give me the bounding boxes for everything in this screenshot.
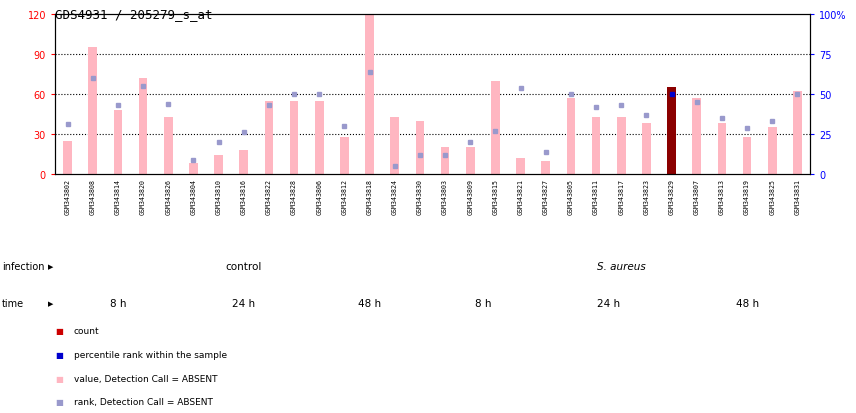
Text: ■: ■: [55, 327, 62, 336]
Text: GSM343819: GSM343819: [744, 178, 750, 214]
Bar: [63, 141, 72, 175]
Text: GSM343822: GSM343822: [266, 178, 272, 214]
Bar: [793, 92, 802, 175]
Text: 24 h: 24 h: [232, 298, 255, 308]
Bar: [366, 15, 374, 175]
Bar: [88, 48, 97, 175]
Bar: [114, 111, 122, 175]
Text: GDS4931 / 205279_s_at: GDS4931 / 205279_s_at: [55, 8, 212, 21]
Text: GSM343806: GSM343806: [316, 178, 322, 214]
Text: ▶: ▶: [48, 300, 53, 306]
Text: GSM343807: GSM343807: [693, 178, 699, 214]
Text: GSM343813: GSM343813: [719, 178, 725, 214]
Text: count: count: [74, 327, 99, 336]
Text: control: control: [226, 261, 262, 271]
Text: GSM343812: GSM343812: [342, 178, 348, 214]
Bar: [289, 102, 299, 175]
Bar: [189, 164, 198, 175]
Text: value, Detection Call = ABSENT: value, Detection Call = ABSENT: [74, 374, 217, 383]
Text: ■: ■: [55, 350, 62, 359]
Bar: [693, 99, 701, 175]
Text: ▶: ▶: [48, 263, 53, 269]
Text: GSM343821: GSM343821: [518, 178, 524, 214]
Text: GSM343803: GSM343803: [442, 178, 448, 214]
Bar: [139, 79, 147, 175]
Text: GSM343804: GSM343804: [190, 178, 196, 214]
Text: 48 h: 48 h: [735, 298, 758, 308]
Text: GSM343816: GSM343816: [241, 178, 247, 214]
Text: GSM343827: GSM343827: [543, 178, 549, 214]
Text: percentile rank within the sample: percentile rank within the sample: [74, 350, 227, 359]
Text: GSM343810: GSM343810: [216, 178, 222, 214]
Bar: [617, 117, 626, 175]
Bar: [390, 117, 399, 175]
Text: GSM343829: GSM343829: [669, 178, 675, 214]
Text: GSM343818: GSM343818: [366, 178, 372, 214]
Text: ■: ■: [55, 374, 62, 383]
Text: GSM343814: GSM343814: [115, 178, 121, 214]
Text: infection: infection: [2, 261, 45, 271]
Text: GSM343830: GSM343830: [417, 178, 423, 214]
Text: GSM343815: GSM343815: [492, 178, 498, 214]
Text: S. aureus: S. aureus: [597, 261, 645, 271]
Bar: [214, 156, 223, 175]
Bar: [491, 81, 500, 175]
Text: GSM343831: GSM343831: [794, 178, 800, 214]
Text: GSM343823: GSM343823: [644, 178, 650, 214]
Bar: [717, 124, 727, 175]
Bar: [667, 88, 676, 175]
Text: GSM343817: GSM343817: [618, 178, 624, 214]
Text: 8 h: 8 h: [474, 298, 491, 308]
Bar: [315, 102, 324, 175]
Bar: [567, 99, 575, 175]
Bar: [240, 151, 248, 175]
Text: 48 h: 48 h: [358, 298, 381, 308]
Bar: [768, 128, 776, 175]
Text: GSM343820: GSM343820: [140, 178, 146, 214]
Bar: [541, 161, 550, 175]
Text: GSM343826: GSM343826: [165, 178, 171, 214]
Bar: [415, 121, 425, 175]
Bar: [642, 124, 651, 175]
Text: ■: ■: [55, 397, 62, 406]
Text: GSM343805: GSM343805: [568, 178, 574, 214]
Text: GSM343825: GSM343825: [770, 178, 776, 214]
Bar: [591, 117, 601, 175]
Text: GSM343802: GSM343802: [64, 178, 70, 214]
Text: 24 h: 24 h: [597, 298, 621, 308]
Text: rank, Detection Call = ABSENT: rank, Detection Call = ABSENT: [74, 397, 212, 406]
Bar: [466, 148, 475, 175]
Text: GSM343809: GSM343809: [467, 178, 473, 214]
Text: GSM343811: GSM343811: [593, 178, 599, 214]
Text: time: time: [2, 298, 24, 308]
Bar: [516, 159, 525, 175]
Text: 8 h: 8 h: [110, 298, 126, 308]
Text: GSM343824: GSM343824: [392, 178, 398, 214]
Bar: [340, 138, 349, 175]
Bar: [743, 138, 752, 175]
Bar: [265, 102, 273, 175]
Bar: [441, 148, 449, 175]
Text: GSM343808: GSM343808: [90, 178, 96, 214]
Text: GSM343828: GSM343828: [291, 178, 297, 214]
Bar: [163, 117, 173, 175]
